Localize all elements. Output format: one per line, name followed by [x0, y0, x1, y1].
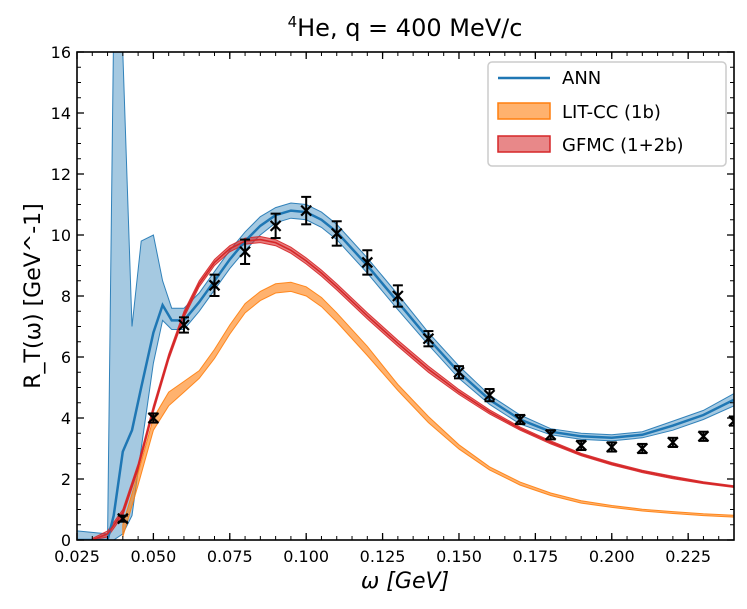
legend-label-ann: ANN — [562, 68, 601, 89]
data-point — [117, 512, 129, 525]
series-lines — [77, 209, 734, 540]
gfmc-band-edge — [92, 238, 734, 540]
x-axis-label: ω [GeV] — [361, 569, 449, 594]
data-point — [392, 284, 404, 308]
x-tick-label: 0.125 — [360, 547, 406, 566]
legend-label-litcc: LIT-CC (1b) — [562, 102, 661, 123]
y-tick-label: 14 — [51, 104, 71, 123]
data-point — [300, 195, 312, 226]
chart-title: 4He, q = 400 MeV/c — [288, 13, 523, 42]
y-tick-label: 0 — [61, 531, 71, 550]
title-superscript: 4 — [288, 13, 298, 31]
data-point — [575, 439, 587, 452]
data-point — [514, 413, 526, 426]
y-tick-label: 10 — [51, 226, 71, 245]
y-tick-label: 2 — [61, 470, 71, 489]
y-tick-label: 6 — [61, 348, 71, 367]
x-axis-ticks: 0.025 0.050 0.075 0.100 0.125 0.150 0.175 0.200… — [54, 52, 720, 566]
gfmc-band — [91, 235, 734, 540]
data-point — [147, 412, 160, 424]
litcc-band — [122, 281, 734, 538]
data-point — [422, 330, 435, 348]
x-tick-label: 0.100 — [283, 547, 329, 566]
x-tick-label: 0.175 — [512, 547, 558, 566]
ann-line — [77, 209, 734, 540]
data-point — [544, 428, 557, 441]
data-point — [361, 249, 374, 276]
legend-label-gfmc: GFMC (1+2b) — [562, 135, 684, 156]
legend: ANN LIT-CC (1b) GFMC (1+2b) — [487, 61, 727, 167]
ann-band — [77, 52, 734, 540]
y-axis-label: R_T(ω) [GeV^-1] — [21, 203, 46, 388]
y-tick-label: 4 — [61, 409, 71, 428]
y-axis-ticks: 0 2 4 6 8 10 12 14 16 — [51, 43, 734, 550]
data-point — [605, 441, 618, 453]
x-tick-label: 0.225 — [665, 547, 711, 566]
data-point — [239, 238, 251, 265]
y-tick-label: 12 — [51, 165, 71, 184]
data-point — [208, 273, 221, 297]
data-point — [330, 220, 343, 247]
data-point — [697, 430, 710, 443]
legend-swatch-litcc — [497, 102, 551, 120]
data-point — [269, 212, 282, 240]
data-point — [453, 365, 465, 380]
data-point — [178, 316, 190, 334]
legend-swatch-gfmc — [497, 135, 551, 153]
y-tick-label: 8 — [61, 287, 71, 306]
x-tick-label: 0.025 — [54, 547, 100, 566]
data-point — [667, 436, 679, 449]
data-point — [636, 442, 649, 455]
uncertainty-bands — [77, 52, 734, 540]
x-tick-label: 0.150 — [436, 547, 482, 566]
title-text: He, q = 400 MeV/c — [297, 14, 522, 42]
y-tick-label: 16 — [51, 43, 71, 62]
x-tick-label: 0.075 — [207, 547, 253, 566]
data-point — [483, 388, 496, 403]
x-tick-label: 0.050 — [130, 547, 176, 566]
x-tick-label: 0.200 — [589, 547, 635, 566]
